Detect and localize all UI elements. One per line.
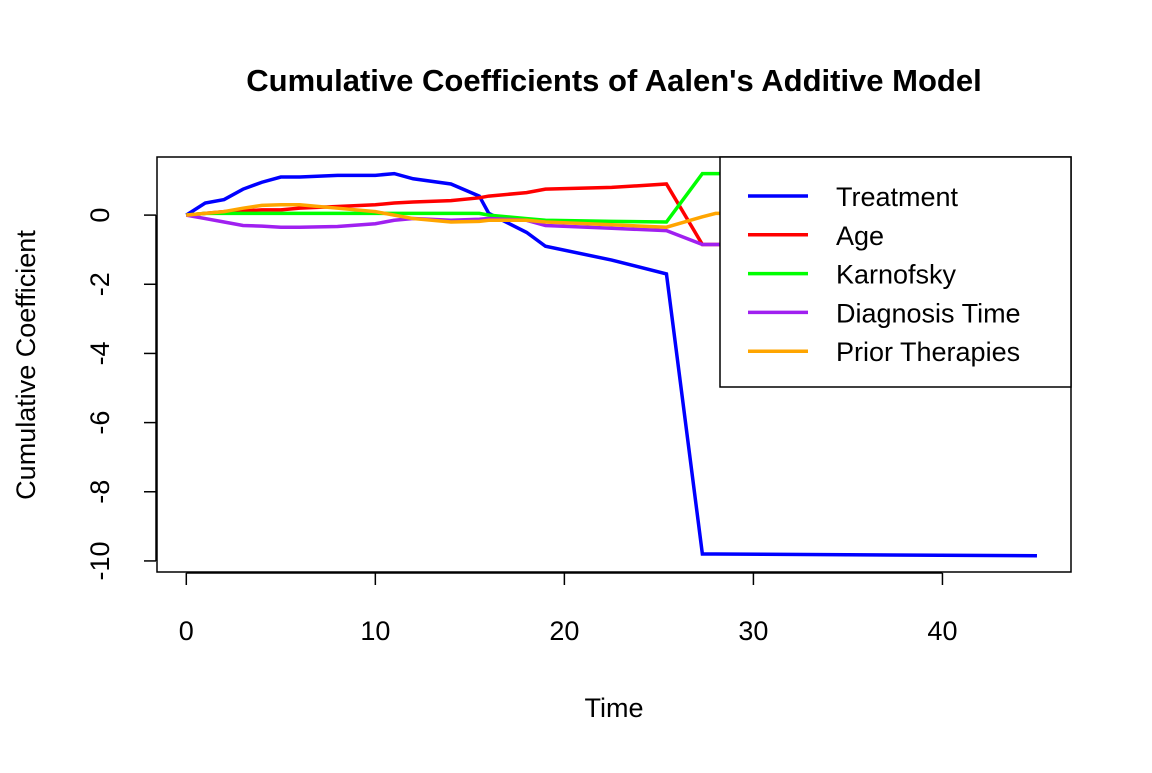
- x-tick-label: 0: [179, 616, 194, 646]
- x-tick-label: 40: [927, 616, 957, 646]
- chart-title: Cumulative Coefficients of Aalen's Addit…: [246, 63, 981, 98]
- legend-label: Age: [836, 221, 884, 251]
- legend-label: Karnofsky: [836, 260, 957, 290]
- legend-label: Diagnosis Time: [836, 298, 1021, 328]
- series-line: [186, 171, 1037, 224]
- y-tick-label: -6: [85, 411, 115, 435]
- legend-label: Prior Therapies: [836, 337, 1020, 367]
- y-axis-label: Cumulative Coefficient: [11, 230, 41, 500]
- y-tick-label: -4: [85, 341, 115, 365]
- y-tick-label: -10: [85, 541, 115, 580]
- series-line: [186, 182, 1037, 247]
- x-axis-label: Time: [585, 693, 644, 723]
- y-tick-label: 0: [85, 208, 115, 223]
- x-tick-label: 30: [738, 616, 768, 646]
- series-line: [185, 171, 1037, 558]
- y-tick-label: -8: [85, 480, 115, 504]
- x-tick-label: 20: [549, 616, 579, 646]
- x-tick-label: 10: [360, 616, 390, 646]
- legend-label: Treatment: [836, 182, 959, 212]
- y-tick-label: -2: [85, 272, 115, 296]
- series-line: [186, 202, 1037, 229]
